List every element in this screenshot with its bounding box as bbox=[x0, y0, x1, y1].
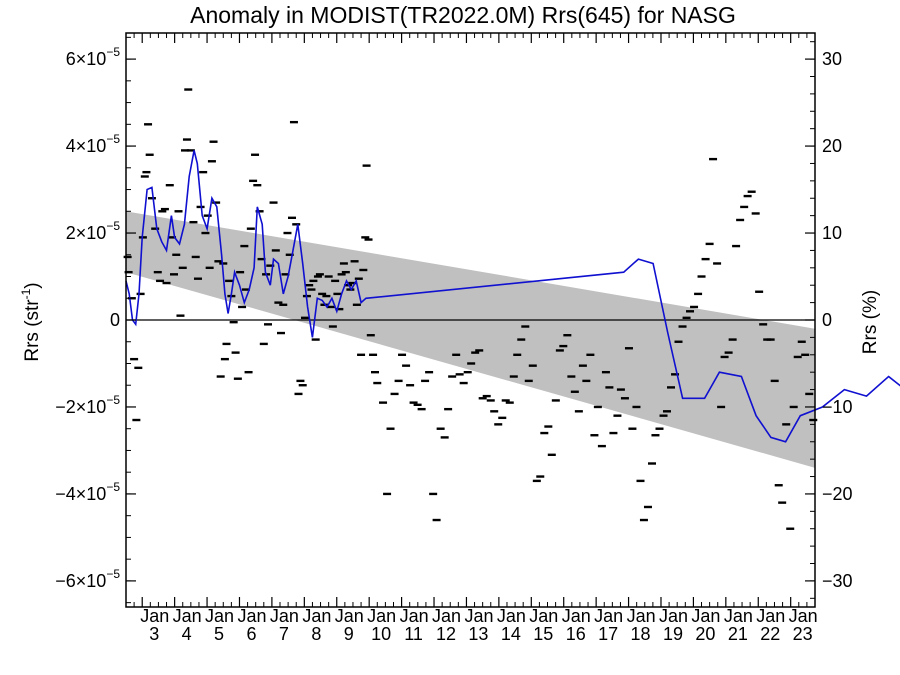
y-left-tick-exponent: −5 bbox=[106, 480, 120, 494]
y-right-tick-label-4: −10 bbox=[822, 397, 853, 417]
y-left-tick-mantissa: 4×10 bbox=[66, 136, 107, 156]
y-left-tick-label-3: 0 bbox=[110, 310, 120, 330]
x-tick-label-top-15: Jan bbox=[627, 606, 656, 626]
x-tick-label-bottom-9: 12 bbox=[436, 624, 456, 644]
y-left-tick-label-0: 6×10−5 bbox=[66, 45, 121, 69]
y-left-tick-exponent: −5 bbox=[106, 45, 120, 59]
x-tick-label-bottom-13: 16 bbox=[566, 624, 586, 644]
x-tick-label-bottom-14: 17 bbox=[598, 624, 618, 644]
y-left-tick-label-1: 4×10−5 bbox=[66, 132, 121, 156]
y-right-tick-label-1: 20 bbox=[822, 136, 842, 156]
x-tick-label-top-10: Jan bbox=[464, 606, 493, 626]
y-left-tick-exponent: −5 bbox=[106, 132, 120, 146]
x-tick-label-top-19: Jan bbox=[756, 606, 785, 626]
x-tick-label-bottom-5: 8 bbox=[311, 624, 321, 644]
x-tick-label-top-14: Jan bbox=[594, 606, 623, 626]
chart-title: Anomaly in MODIST(TR2022.0M) Rrs(645) fo… bbox=[190, 2, 736, 28]
y-left-tick-mantissa: −6×10 bbox=[55, 571, 106, 591]
x-tick-label-top-2: Jan bbox=[205, 606, 234, 626]
y-left-tick-mantissa: −4×10 bbox=[55, 484, 106, 504]
x-tick-label-top-16: Jan bbox=[659, 606, 688, 626]
y-axis-label-left-sup: -1 bbox=[19, 288, 33, 299]
x-tick-label-top-3: Jan bbox=[237, 606, 266, 626]
x-tick-label-top-18: Jan bbox=[724, 606, 753, 626]
x-tick-label-top-13: Jan bbox=[562, 606, 591, 626]
x-tick-label-bottom-2: 5 bbox=[214, 624, 224, 644]
x-tick-label-top-9: Jan bbox=[432, 606, 461, 626]
y-axis-label-right: Rrs (%) bbox=[860, 290, 881, 354]
y-axis-label-left: Rrs (str-1) bbox=[19, 282, 43, 361]
x-tick-label-top-12: Jan bbox=[529, 606, 558, 626]
x-tick-label-top-5: Jan bbox=[302, 606, 331, 626]
y-left-tick-mantissa: −2×10 bbox=[55, 397, 106, 417]
smoothed-anomaly-line bbox=[125, 150, 900, 443]
y-left-tick-exponent: −5 bbox=[106, 219, 120, 233]
y-right-tick-label-3: 0 bbox=[822, 310, 832, 330]
y-axis-label-left-end: ) bbox=[22, 282, 43, 288]
y-left-tick-exponent: −5 bbox=[106, 567, 120, 581]
x-tick-label-bottom-19: 22 bbox=[760, 624, 780, 644]
x-tick-label-top-7: Jan bbox=[367, 606, 396, 626]
x-tick-label-bottom-0: 3 bbox=[149, 624, 159, 644]
x-tick-label-top-11: Jan bbox=[497, 606, 526, 626]
x-tick-label-top-20: Jan bbox=[789, 606, 818, 626]
y-right-tick-label-2: 10 bbox=[822, 223, 842, 243]
y-right-tick-label-5: −20 bbox=[822, 484, 853, 504]
y-right-tick-label-6: −30 bbox=[822, 571, 853, 591]
x-tick-label-top-1: Jan bbox=[173, 606, 202, 626]
y-left-tick-mantissa: 2×10 bbox=[66, 223, 107, 243]
y-left-tick-label-5: −4×10−5 bbox=[55, 480, 120, 504]
x-tick-label-top-6: Jan bbox=[335, 606, 364, 626]
x-tick-label-bottom-16: 19 bbox=[663, 624, 683, 644]
x-tick-label-bottom-4: 7 bbox=[279, 624, 289, 644]
x-tick-label-bottom-10: 13 bbox=[468, 624, 488, 644]
x-tick-label-bottom-18: 21 bbox=[728, 624, 748, 644]
x-tick-label-bottom-3: 6 bbox=[246, 624, 256, 644]
y-right-tick-label-0: 30 bbox=[822, 49, 842, 69]
x-tick-label-top-8: Jan bbox=[400, 606, 429, 626]
y-left-tick-label-6: −6×10−5 bbox=[55, 567, 120, 591]
y-left-tick-label-2: 2×10−5 bbox=[66, 219, 121, 243]
y-left-tick-mantissa: 6×10 bbox=[66, 49, 107, 69]
x-tick-label-bottom-17: 20 bbox=[695, 624, 715, 644]
x-tick-label-bottom-15: 18 bbox=[631, 624, 651, 644]
y-axis-label-left-base: Rrs (str bbox=[22, 299, 43, 362]
x-tick-label-top-0: Jan bbox=[140, 606, 169, 626]
y-left-tick-exponent: −5 bbox=[106, 393, 120, 407]
x-tick-label-bottom-11: 14 bbox=[501, 624, 521, 644]
x-tick-label-bottom-20: 23 bbox=[793, 624, 813, 644]
y-left-tick-mantissa: 0 bbox=[110, 310, 120, 330]
trend-confidence-band bbox=[126, 211, 815, 468]
x-tick-label-bottom-6: 9 bbox=[344, 624, 354, 644]
x-tick-label-top-17: Jan bbox=[691, 606, 720, 626]
x-tick-label-top-4: Jan bbox=[270, 606, 299, 626]
x-tick-label-bottom-1: 4 bbox=[182, 624, 192, 644]
y-left-tick-label-4: −2×10−5 bbox=[55, 393, 120, 417]
x-tick-label-bottom-7: 10 bbox=[371, 624, 391, 644]
x-tick-label-bottom-12: 15 bbox=[533, 624, 553, 644]
x-tick-label-bottom-8: 11 bbox=[404, 624, 423, 644]
